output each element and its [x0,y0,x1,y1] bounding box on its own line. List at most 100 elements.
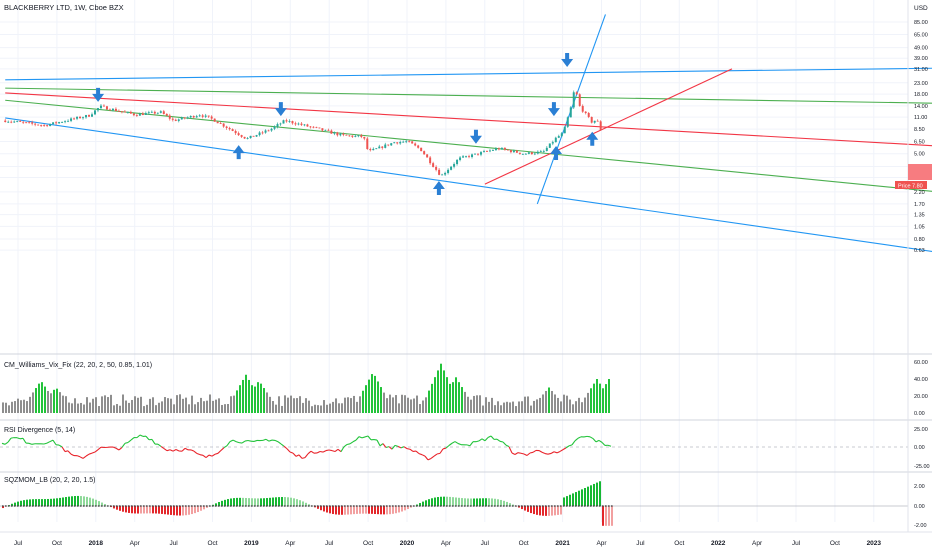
rsi-segment [157,443,162,447]
candle-body [294,123,297,125]
rsi-segment [88,452,93,455]
rsi-segment [160,445,165,450]
rsi-segment [340,446,345,452]
time-axis[interactable]: Jul Oct 2018 Apr Jul Oct 2019 Apr Jul Oct 2020 Apr J… [0,531,932,547]
rsi-segment [595,439,600,443]
candle-body [303,124,306,126]
candles [4,90,602,176]
price-tick-label: 1.70 [914,202,925,208]
sqz-bar [569,494,571,506]
pane-separators[interactable] [0,0,932,532]
arrow-down[interactable] [92,87,105,102]
time-tick-label: Apr [285,540,296,547]
vix-bar [425,397,427,413]
trendline-red[interactable] [5,92,932,147]
time-tick-label: Apr [752,540,763,547]
trendlines[interactable] [5,14,932,252]
squeeze-dot [17,505,19,507]
squeeze-dot [203,505,205,507]
candle-body [183,117,186,119]
sqz-bar [476,498,478,506]
candle-body [417,145,420,148]
squeeze-dot [449,505,451,507]
rsi-segment [280,443,285,447]
arrow-up[interactable] [550,146,563,161]
sqz-bar [227,499,229,506]
squeeze-dot [365,505,367,507]
rsi-segment [253,439,258,442]
vix-bar [86,397,88,413]
sqz-bar [272,497,274,506]
rsi-segment [589,436,594,440]
rsi-segment [403,446,408,450]
arrow-up[interactable] [586,131,599,146]
trendline-red[interactable] [484,68,733,185]
vix-bar [455,377,457,413]
arrow-down[interactable] [274,102,287,117]
candle-body [351,135,354,137]
rsi-segment [139,434,144,437]
vix-bar [116,404,118,413]
price-axis[interactable]: 85.00 65.00 49.00 39.00 31.00 23.00 18.00 14.00… [914,20,928,254]
vix-bar [320,405,322,413]
candle-body [270,128,273,131]
vix-bar [359,396,361,413]
trendline-blue[interactable] [5,67,932,81]
sqz-bar [524,506,526,511]
sqz-bar [224,499,226,506]
candle-body [150,111,153,113]
sqz-bar [602,506,604,526]
sqz-bar [341,506,343,515]
candle-body [225,126,228,128]
arrow-down[interactable] [561,52,574,67]
sqz-bar [191,506,193,515]
rsi-segment [433,453,438,457]
candle-body [291,121,294,124]
candle-body [189,115,192,118]
arrows[interactable] [92,52,599,195]
sqz-bar [344,506,346,515]
trendline-blue[interactable] [5,117,932,252]
trendline-green[interactable] [5,87,932,104]
arrow-down[interactable] [547,102,560,117]
squeeze-dot [566,505,568,507]
trendline-green[interactable] [5,99,932,192]
candle-body [432,163,435,167]
price-tick-label: 11.00 [914,115,927,121]
candle-body [34,123,37,125]
vix-bar [209,394,211,413]
rsi-segment [400,446,405,449]
rsi-segment [571,440,576,446]
squeeze-dot [161,505,163,507]
sqz-bar [47,498,49,506]
sqz-bar [80,496,82,506]
vix-bar [89,402,91,413]
vix-bar [308,400,310,413]
sqz-bar [14,502,16,506]
sqz-bar [152,506,154,514]
vix-bar [185,397,187,413]
sqz-bar [146,506,148,514]
candle-body [524,153,527,155]
squeeze-dot [251,505,253,507]
arrow-down[interactable] [469,129,482,144]
squeeze-dot [32,505,34,507]
time-tick-label: Oct [52,540,62,547]
rsi-segment [85,453,90,457]
arrow-up[interactable] [432,180,445,195]
squeeze-dot [398,505,400,507]
vix-bar [173,404,175,413]
arrow-up[interactable] [232,145,245,160]
squeeze-dot [236,505,238,507]
candle-body [503,148,506,150]
rsi-segment [481,438,486,442]
squeeze-dot [20,505,22,507]
candle-body [381,146,384,148]
vix-bar [341,403,343,413]
squeeze-dot [416,505,418,507]
rsi-segment [568,444,573,447]
squeeze-dot [488,505,490,507]
time-tick-label: Apr [130,540,141,547]
sqz-bar [296,499,298,506]
indicator-tick-label: 25.00 [914,427,928,433]
